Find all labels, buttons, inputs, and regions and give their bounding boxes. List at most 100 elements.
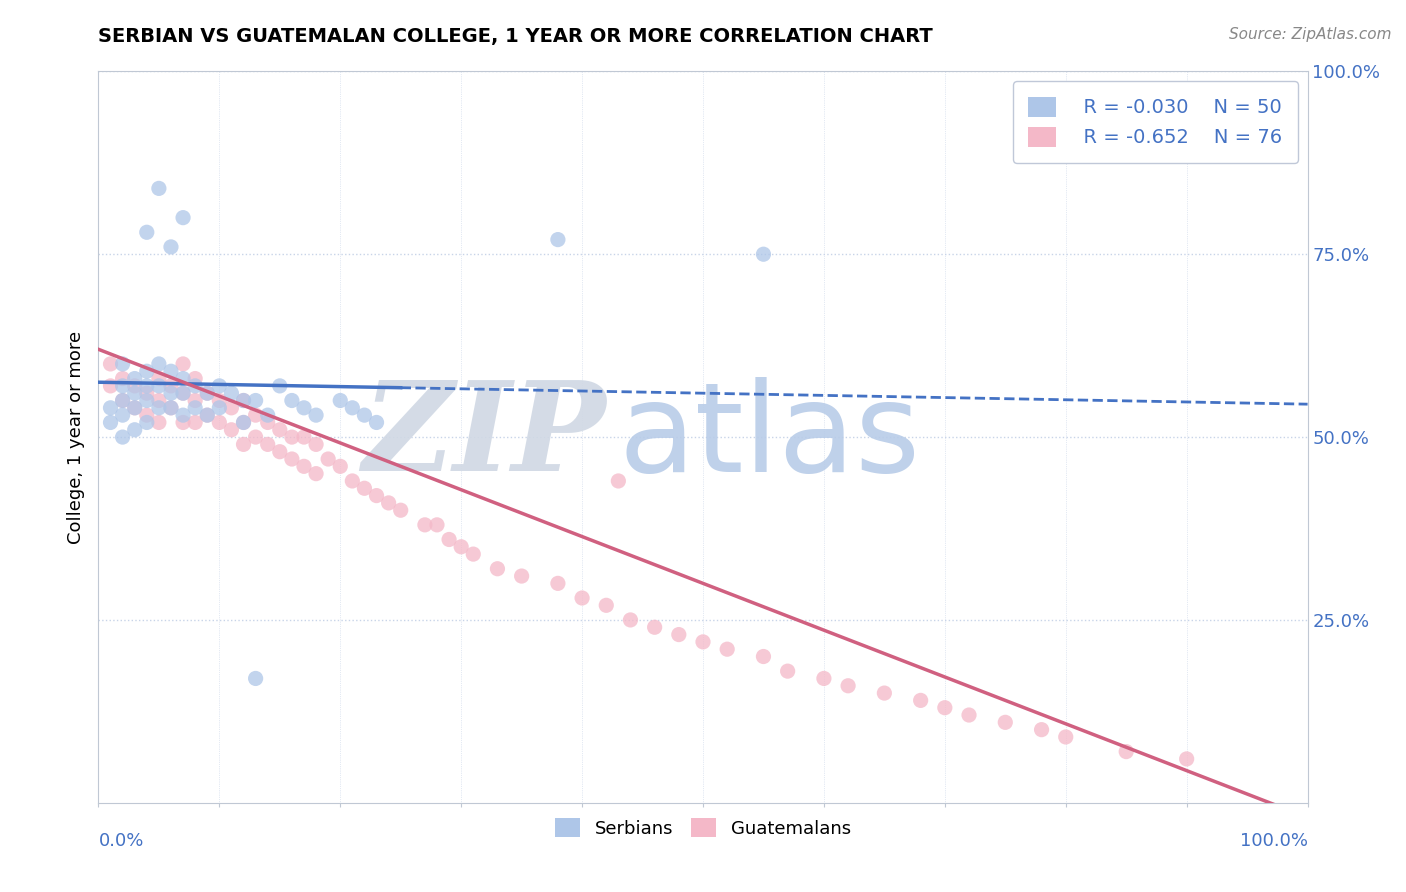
Point: [873, 686, 896, 700]
Point: [292, 401, 315, 415]
Point: [813, 672, 835, 686]
Point: [148, 401, 170, 415]
Point: [269, 379, 291, 393]
Point: [111, 379, 134, 393]
Point: [450, 540, 472, 554]
Point: [172, 386, 194, 401]
Point: [342, 474, 364, 488]
Point: [269, 444, 291, 458]
Point: [316, 452, 339, 467]
Point: [135, 408, 157, 422]
Point: [1115, 745, 1137, 759]
Point: [111, 371, 134, 385]
Point: [100, 416, 122, 430]
Point: [595, 599, 617, 613]
Point: [221, 386, 243, 401]
Point: [281, 430, 304, 444]
Point: [100, 379, 122, 393]
Point: [437, 533, 460, 547]
Point: [1054, 730, 1077, 744]
Text: Source: ZipAtlas.com: Source: ZipAtlas.com: [1229, 27, 1392, 42]
Point: [135, 386, 157, 401]
Point: [305, 408, 328, 422]
Point: [752, 649, 775, 664]
Point: [124, 401, 146, 415]
Point: [269, 423, 291, 437]
Point: [184, 393, 207, 408]
Point: [195, 386, 218, 401]
Legend: Serbians, Guatemalans: Serbians, Guatemalans: [548, 811, 858, 845]
Point: [148, 416, 170, 430]
Point: [329, 393, 352, 408]
Point: [184, 416, 207, 430]
Point: [366, 489, 388, 503]
Text: atlas: atlas: [619, 376, 921, 498]
Point: [195, 408, 218, 422]
Point: [208, 416, 231, 430]
Point: [184, 379, 207, 393]
Point: [232, 393, 254, 408]
Point: [172, 408, 194, 422]
Point: [100, 401, 122, 415]
Point: [305, 437, 328, 451]
Point: [232, 416, 254, 430]
Point: [111, 357, 134, 371]
Point: [1031, 723, 1053, 737]
Point: [752, 247, 775, 261]
Point: [413, 517, 436, 532]
Point: [124, 401, 146, 415]
Point: [994, 715, 1017, 730]
Point: [245, 672, 267, 686]
Point: [124, 379, 146, 393]
Point: [837, 679, 859, 693]
Point: [184, 371, 207, 385]
Point: [160, 401, 183, 415]
Point: [486, 562, 509, 576]
Point: [463, 547, 485, 561]
Point: [172, 371, 194, 385]
Point: [571, 591, 593, 605]
Point: [256, 437, 278, 451]
Point: [1175, 752, 1198, 766]
Point: [619, 613, 641, 627]
Point: [281, 393, 304, 408]
Point: [111, 408, 134, 422]
Point: [389, 503, 412, 517]
Text: 100.0%: 100.0%: [1240, 832, 1308, 850]
Point: [160, 364, 183, 378]
Point: [135, 379, 157, 393]
Point: [195, 386, 218, 401]
Point: [644, 620, 666, 634]
Point: [366, 416, 388, 430]
Point: [329, 459, 352, 474]
Text: ZIP: ZIP: [363, 376, 606, 498]
Point: [172, 386, 194, 401]
Point: [172, 211, 194, 225]
Point: [353, 408, 375, 422]
Point: [305, 467, 328, 481]
Text: 0.0%: 0.0%: [98, 832, 143, 850]
Point: [148, 393, 170, 408]
Point: [292, 459, 315, 474]
Point: [208, 401, 231, 415]
Point: [135, 393, 157, 408]
Point: [692, 635, 714, 649]
Y-axis label: College, 1 year or more: College, 1 year or more: [66, 331, 84, 543]
Point: [342, 401, 364, 415]
Point: [245, 430, 267, 444]
Point: [221, 423, 243, 437]
Point: [934, 700, 956, 714]
Point: [172, 357, 194, 371]
Point: [135, 416, 157, 430]
Point: [135, 225, 157, 239]
Point: [377, 496, 399, 510]
Point: [100, 357, 122, 371]
Point: [776, 664, 799, 678]
Point: [957, 708, 980, 723]
Point: [510, 569, 533, 583]
Point: [148, 379, 170, 393]
Point: [172, 416, 194, 430]
Point: [281, 452, 304, 467]
Point: [232, 437, 254, 451]
Point: [607, 474, 630, 488]
